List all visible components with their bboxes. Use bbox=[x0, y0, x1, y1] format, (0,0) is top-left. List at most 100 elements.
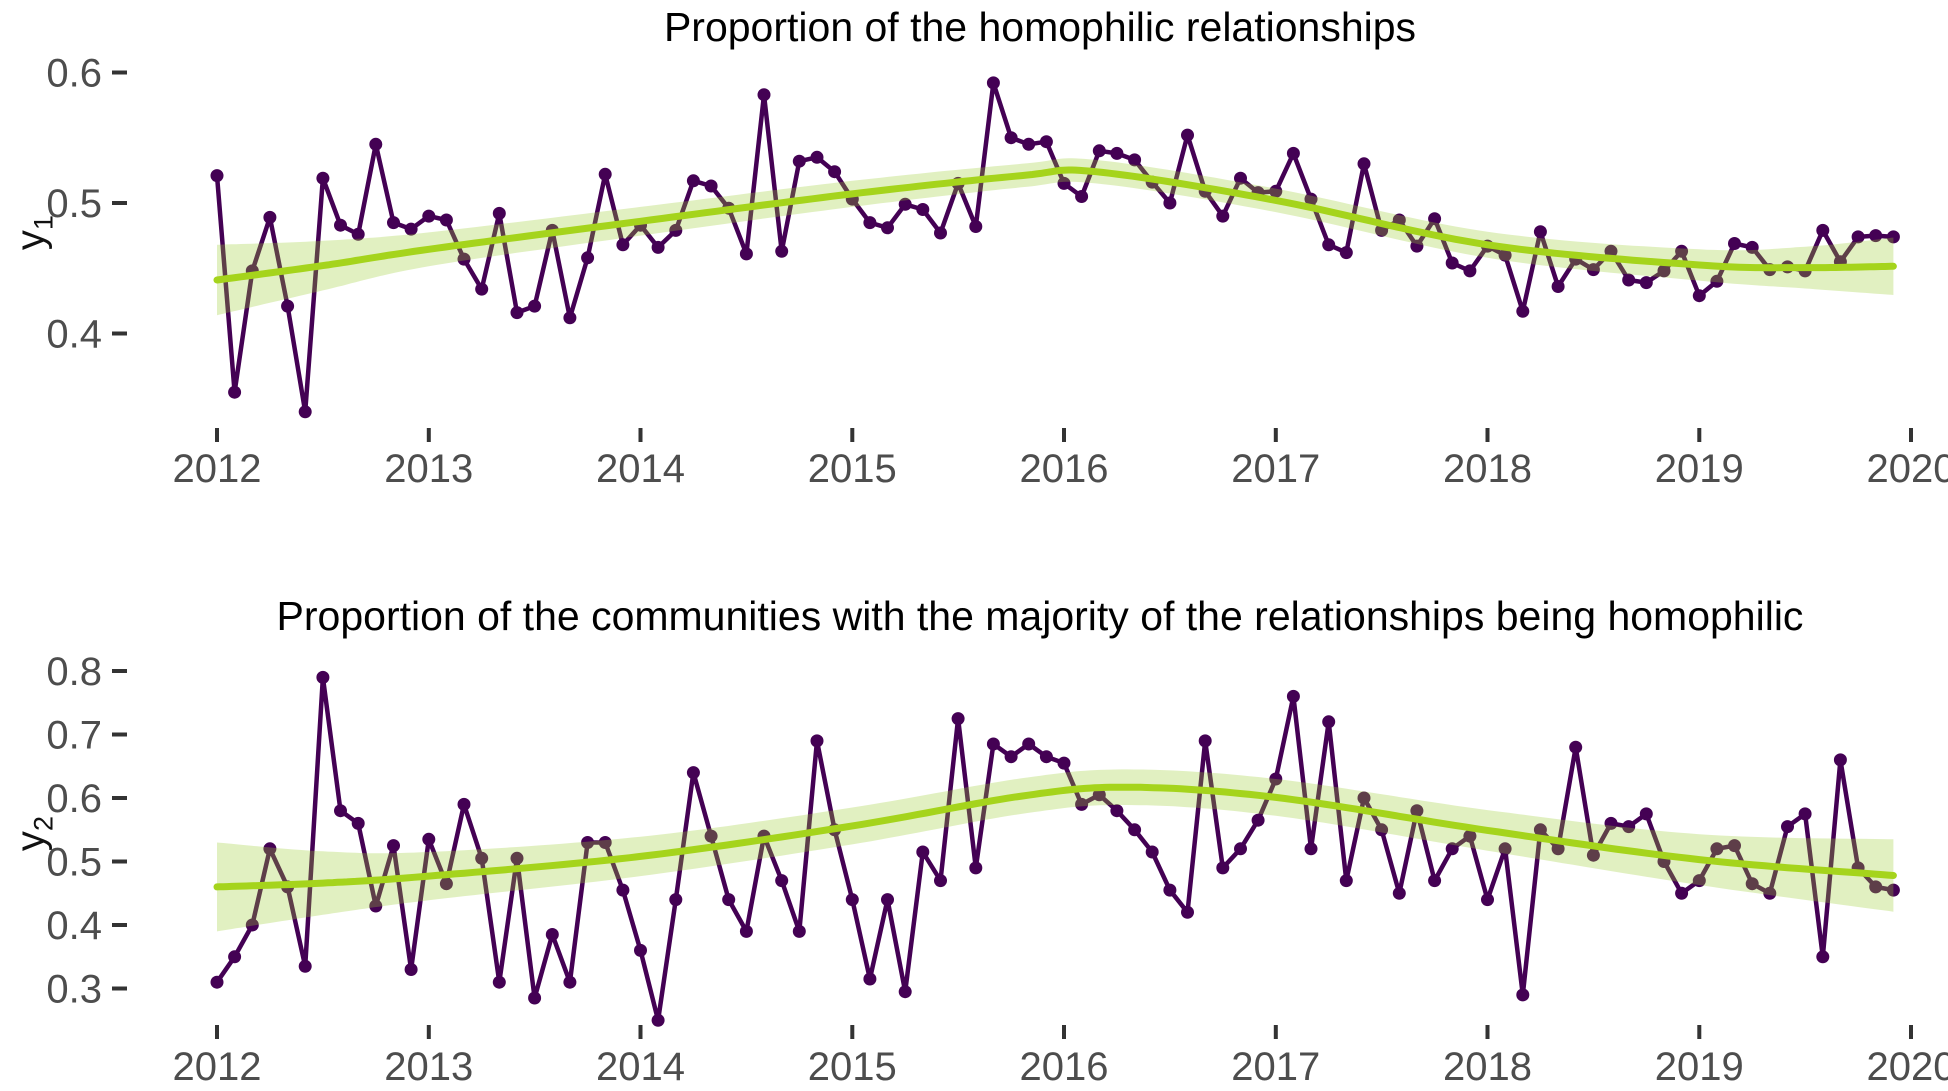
data-point bbox=[1110, 146, 1124, 160]
data-point bbox=[969, 861, 983, 875]
data-point bbox=[1481, 893, 1494, 907]
data-point bbox=[1692, 289, 1706, 303]
x-tick-label: 2020 bbox=[1867, 1045, 1948, 1089]
data-point bbox=[1410, 804, 1424, 818]
data-point bbox=[881, 221, 894, 235]
axes: 2012 2013 2014 2015 2016 2017 2018 2019 2020 0.6 0… bbox=[46, 52, 1948, 492]
data-point bbox=[263, 842, 277, 856]
data-point bbox=[1657, 264, 1671, 278]
data-point bbox=[1428, 212, 1442, 226]
data-point bbox=[228, 950, 242, 964]
x-tick-label: 2012 bbox=[173, 1045, 262, 1089]
data-point bbox=[916, 203, 930, 216]
data-point bbox=[528, 991, 542, 1005]
x-tick-label: 2013 bbox=[384, 447, 473, 491]
data-point bbox=[810, 734, 824, 748]
data-point bbox=[563, 311, 577, 325]
top-chart: 2012 2013 2014 2015 2016 2017 2018 2019 2020 0.6 0… bbox=[46, 52, 1948, 492]
data-point bbox=[669, 223, 683, 237]
confidence-band bbox=[217, 158, 1894, 316]
data-point bbox=[1745, 877, 1759, 891]
x-tick-label: 2016 bbox=[1020, 447, 1109, 491]
data-point bbox=[1886, 230, 1900, 244]
data-point bbox=[1445, 842, 1459, 856]
data-point bbox=[898, 197, 912, 211]
data-point bbox=[1392, 213, 1406, 227]
data-point bbox=[475, 851, 489, 865]
data-point bbox=[351, 816, 365, 830]
data-point bbox=[1586, 848, 1600, 862]
y-tick-label: 0.6 bbox=[46, 777, 102, 821]
data-point bbox=[298, 405, 312, 419]
data-point bbox=[369, 137, 383, 151]
data-point bbox=[1604, 816, 1618, 830]
data-point bbox=[1092, 788, 1106, 802]
data-point bbox=[1234, 171, 1247, 185]
data-point bbox=[916, 845, 930, 859]
data-point bbox=[792, 924, 806, 938]
data-point bbox=[704, 829, 718, 843]
data-point bbox=[1004, 750, 1018, 764]
data-point bbox=[1781, 820, 1794, 834]
data-point bbox=[634, 943, 647, 957]
data-point bbox=[1339, 246, 1353, 260]
data-point bbox=[1763, 886, 1777, 900]
data-point bbox=[422, 832, 436, 846]
data-point bbox=[581, 836, 595, 849]
data-point bbox=[1322, 238, 1336, 252]
x-tick-label: 2019 bbox=[1655, 447, 1744, 491]
axes: 2012 2013 2014 2015 2016 2017 2018 2019 2020 0.8 0… bbox=[46, 650, 1948, 1089]
data-point bbox=[969, 220, 983, 233]
data-point bbox=[828, 165, 842, 179]
data-point bbox=[1357, 791, 1371, 805]
data-point bbox=[563, 975, 577, 989]
bottom-chart: 2012 2013 2014 2015 2016 2017 2018 2019 2020 0.8 0… bbox=[46, 650, 1948, 1089]
data-point bbox=[1569, 740, 1583, 754]
data-point bbox=[1322, 715, 1336, 729]
data-point bbox=[1692, 874, 1706, 888]
data-point bbox=[1516, 988, 1530, 1002]
data-point bbox=[1533, 225, 1547, 239]
y-tick-label: 0.4 bbox=[46, 904, 102, 948]
data-point bbox=[492, 206, 506, 220]
y-tick-label: 0.6 bbox=[46, 52, 102, 96]
data-point bbox=[1445, 256, 1459, 270]
data-point bbox=[1498, 842, 1512, 856]
data-point bbox=[775, 244, 789, 258]
data-point bbox=[210, 975, 224, 989]
data-point bbox=[1357, 157, 1371, 171]
bottom-chart-y-axis-label: y2 bbox=[9, 774, 60, 894]
x-tick-label: 2016 bbox=[1020, 1045, 1109, 1089]
data-point bbox=[1728, 839, 1741, 853]
data-point bbox=[1057, 756, 1071, 770]
data-point bbox=[210, 169, 224, 183]
x-tick-label: 2018 bbox=[1443, 447, 1532, 491]
data-point bbox=[1339, 874, 1353, 888]
data-point bbox=[1092, 144, 1106, 158]
data-point bbox=[510, 306, 524, 320]
data-point bbox=[1075, 190, 1089, 203]
x-tick-label: 2015 bbox=[808, 1045, 897, 1089]
data-point bbox=[334, 804, 347, 818]
data-point bbox=[1710, 842, 1724, 856]
data-point bbox=[316, 670, 330, 684]
data-point bbox=[1286, 146, 1300, 160]
data-point bbox=[1022, 137, 1036, 151]
data-point bbox=[298, 959, 312, 973]
data-point bbox=[245, 918, 259, 932]
y1-label-sub: 1 bbox=[27, 214, 59, 231]
data-point bbox=[1886, 883, 1900, 897]
data-point bbox=[1675, 244, 1689, 258]
x-tick-label: 2013 bbox=[384, 1045, 473, 1089]
data-point bbox=[1286, 689, 1300, 703]
data-point bbox=[1163, 883, 1177, 897]
data-point bbox=[1622, 820, 1636, 834]
data-point bbox=[334, 218, 347, 232]
data-point bbox=[387, 216, 400, 230]
data-point bbox=[1533, 823, 1547, 837]
y-tick-label: 0.4 bbox=[46, 313, 102, 357]
data-point bbox=[1551, 842, 1565, 856]
data-point bbox=[1586, 263, 1600, 277]
data-point bbox=[457, 797, 471, 811]
